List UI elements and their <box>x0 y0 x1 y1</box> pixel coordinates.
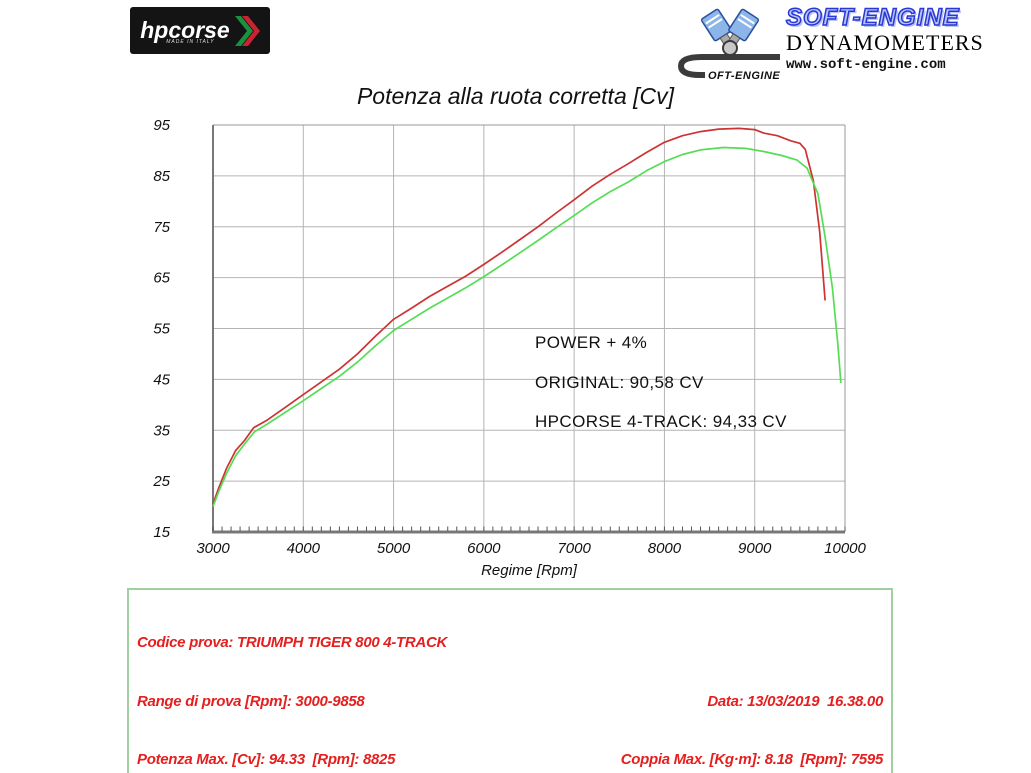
row-potenza-coppia: Potenza Max. [Cv]: 94.33 [Rpm]: 8825 Cop… <box>137 750 883 770</box>
x-tick-label-4000: 4000 <box>287 540 321 557</box>
test-section-4track: Codice prova: TRIUMPH TIGER 800 4-TRACK … <box>129 590 891 773</box>
coppia-max-4track: Coppia Max. [Kg·m]: 8.18 [Rpm]: 7595 <box>620 751 884 768</box>
annotation-original-power: ORIGINAL: 90,58 CV <box>535 373 704 392</box>
y-tick-label-65: 65 <box>153 270 170 287</box>
softengine-pistons-icon: OFT-ENGINE <box>676 0 782 85</box>
hpcorse-arrow-icon <box>234 15 260 46</box>
y-tick-label-45: 45 <box>153 371 170 388</box>
y-tick-label-35: 35 <box>153 422 170 439</box>
x-tick-label-7000: 7000 <box>557 540 591 557</box>
potenza-max-4track: Potenza Max. [Cv]: 94.33 [Rpm]: 8825 <box>137 751 396 768</box>
row-codice-prova: Codice prova: TRIUMPH TIGER 800 4-TRACK <box>137 633 883 653</box>
y-tick-label-75: 75 <box>153 219 170 236</box>
curve-original-std <box>212 146 842 507</box>
row-range-data: Range di prova [Rpm]: 3000-9858 Data: 13… <box>137 692 883 712</box>
power-curve-chart: 15 25 35 45 55 65 75 85 95 3000 4000 5000 6000 7000 80… <box>152 117 866 557</box>
chart-title: Potenza alla ruota corretta [Cv] <box>356 83 675 109</box>
x-tick-label-9000: 9000 <box>738 540 772 557</box>
codice-prova-4track: Codice prova: TRIUMPH TIGER 800 4-TRACK <box>137 634 448 651</box>
x-tick-label-5000: 5000 <box>377 540 411 557</box>
hpcorse-brand-text: hpcorse <box>140 17 230 43</box>
hpcorse-logo: hpcorse MADE IN ITALY <box>130 7 270 54</box>
y-tick-label-25: 25 <box>152 473 170 490</box>
softengine-icon-label: OFT-ENGINE <box>708 70 780 80</box>
softengine-subtitle-text: DYNAMOMETERS <box>786 30 984 56</box>
x-tick-label-6000: 6000 <box>467 540 501 557</box>
y-tick-label-95: 95 <box>153 117 170 134</box>
hpcorse-tagline-text: MADE IN ITALY <box>166 38 215 45</box>
x-tick-label-10000: 10000 <box>824 540 866 557</box>
x-tick-label-3000: 3000 <box>196 540 230 557</box>
results-panel: Codice prova: TRIUMPH TIGER 800 4-TRACK … <box>127 588 893 773</box>
annotation-hpcorse-power: HPCORSE 4-TRACK: 94,33 CV <box>535 412 787 431</box>
x-axis-title: Regime [Rpm] <box>481 562 577 579</box>
softengine-text-block: SOFT-ENGINE DYNAMOMETERS www.soft-engine… <box>785 4 1026 74</box>
softengine-website-text: www.soft-engine.com <box>786 57 946 74</box>
y-tick-label-85: 85 <box>153 168 170 185</box>
hpcorse-logo-inner: hpcorse MADE IN ITALY <box>140 15 260 47</box>
range-prova-4track: Range di prova [Rpm]: 3000-9858 <box>137 692 365 710</box>
data-ora-4track: Data: 13/03/2019 16.38.00 <box>707 692 883 710</box>
annotation-power-gain: POWER + 4% <box>535 333 648 352</box>
softengine-brand-text: SOFT-ENGINE <box>785 4 960 31</box>
y-tick-label-15: 15 <box>153 524 170 541</box>
curve-hpcorse-4track <box>212 127 826 505</box>
x-tick-label-8000: 8000 <box>648 540 682 557</box>
y-tick-label-55: 55 <box>153 321 170 338</box>
